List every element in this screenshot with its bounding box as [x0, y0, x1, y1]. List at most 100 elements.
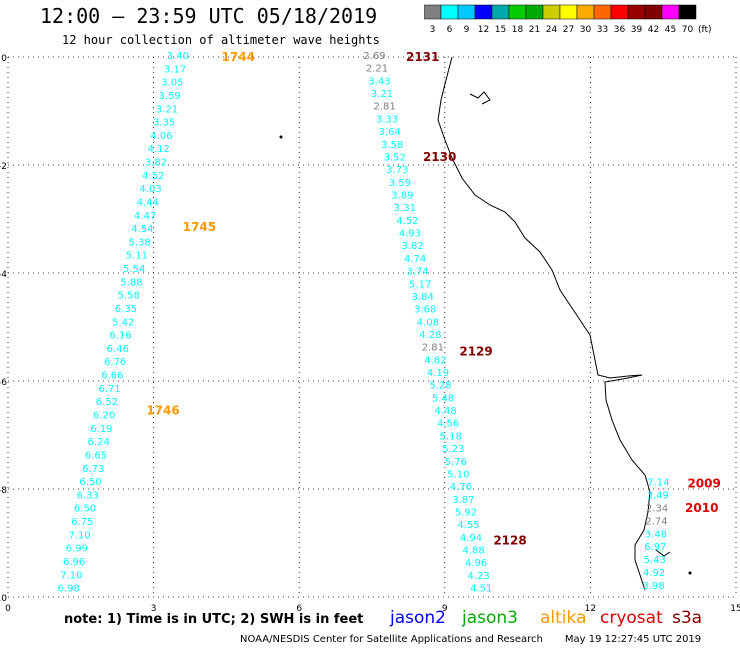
swh-value: 3.52: [384, 152, 406, 163]
page-title: 12:00 – 23:59 UTC 05/18/2019: [40, 4, 378, 28]
swh-value: 5.23: [442, 444, 464, 455]
swh-value: 5.42: [112, 317, 134, 328]
swh-value: 4.88: [462, 546, 484, 557]
swh-value: 3.17: [164, 64, 186, 75]
swh-value: 6.20: [93, 411, 115, 422]
swh-value: 4.03: [139, 184, 161, 195]
swh-value: 6.16: [109, 331, 131, 342]
swh-value: 4.94: [460, 533, 482, 544]
scale-label: 42: [648, 25, 659, 35]
scale-label: 30: [580, 25, 592, 35]
swh-value: 4.82: [424, 355, 446, 366]
swh-value: 6.52: [96, 397, 118, 408]
y-tick-label: -2: [0, 162, 7, 172]
scale-swatch: [457, 4, 476, 20]
swh-value: 5.28: [429, 381, 451, 392]
swh-value: 3.33: [376, 114, 398, 125]
swh-value: 5.88: [120, 277, 142, 288]
swh-value: 4.55: [457, 520, 479, 531]
scale-swatch: [593, 4, 612, 20]
scale-swatch: [678, 4, 697, 20]
swh-value: 6.73: [82, 464, 104, 475]
scale-swatch: [508, 4, 527, 20]
scale-swatch: [474, 4, 493, 20]
credit-line: NOAA/NESDIS Center for Satellite Applica…: [240, 634, 723, 645]
scale-label: 18: [512, 25, 524, 35]
time-label: 1744: [222, 50, 255, 64]
swh-value: 5.18: [440, 431, 462, 442]
swh-value: 5.76: [445, 457, 467, 468]
swh-value: 6.46: [107, 344, 129, 355]
swh-value: 3.98: [642, 581, 664, 592]
swh-value: 3.21: [371, 89, 393, 100]
swh-value: 2.74: [645, 516, 667, 527]
swh-value: 4.19: [427, 368, 449, 379]
time-label: 1745: [183, 220, 216, 234]
scale-label: 39: [631, 25, 643, 35]
time-label: 2131: [406, 50, 439, 64]
scale-label: 24: [546, 25, 558, 35]
swh-value: 6.24: [88, 437, 110, 448]
page-subtitle: 12 hour collection of altimeter wave hei…: [62, 33, 380, 47]
swh-value: 6.96: [63, 557, 85, 568]
swh-value: 4.76: [450, 482, 472, 493]
y-tick-label: -4: [0, 270, 7, 280]
scale-swatch: [559, 4, 578, 20]
y-tick-label: 0: [1, 54, 7, 64]
credit-timestamp: May 19 12:27:45 UTC 2019: [564, 634, 702, 645]
legend-altika: altika: [540, 608, 587, 628]
swh-value: 4.48: [434, 406, 456, 417]
scale-unit: (ft): [698, 25, 712, 35]
swh-value: 2.21: [366, 64, 388, 75]
swh-value: 5.11: [126, 251, 148, 262]
y-tick-label: -6: [0, 378, 7, 388]
swh-value: 6.71: [98, 384, 120, 395]
legend-s3a: s3a: [672, 608, 703, 628]
time-label: 2130: [423, 150, 456, 164]
swh-value: 4.51: [470, 584, 492, 595]
scale-label: 15: [495, 25, 506, 35]
swh-value: 6.76: [104, 357, 126, 368]
scale-label: 3: [430, 25, 436, 35]
swh-value: 5.48: [432, 393, 454, 404]
swh-value: 2.34: [646, 503, 668, 514]
x-tick-label: 0: [5, 604, 11, 614]
scale-swatch: [424, 4, 442, 20]
swh-value: 3.82: [145, 158, 167, 169]
swh-value: 2.69: [363, 51, 385, 62]
time-label: 2128: [493, 533, 526, 547]
scale-label: 21: [529, 25, 540, 35]
swh-value: 5.54: [123, 264, 145, 275]
swh-value: 6.35: [115, 304, 137, 315]
island-dot: [279, 135, 283, 139]
scale-swatch: [491, 4, 510, 20]
swh-value: 3.87: [452, 495, 474, 506]
scale-swatch: [440, 4, 459, 20]
island-outline: [469, 91, 491, 105]
scale-label: 45: [665, 25, 676, 35]
swh-value: 3.68: [414, 305, 436, 316]
footnote: note: 1) Time is in UTC; 2) SWH is in fe…: [64, 612, 364, 627]
swh-value: 3.74: [407, 267, 429, 278]
legend-jason3: jason3: [462, 608, 518, 628]
swh-value: 4.23: [468, 571, 490, 582]
swh-value: 3.89: [391, 190, 413, 201]
scale-label: 9: [464, 25, 470, 35]
swh-value: 4.52: [142, 171, 164, 182]
scale-label: 6: [447, 25, 453, 35]
island-outline: [655, 549, 671, 557]
x-tick-label: 15: [730, 604, 740, 614]
swh-value: 4.44: [137, 197, 159, 208]
swh-value: 4.28: [419, 330, 441, 341]
swh-value: 2.81: [422, 343, 444, 354]
swh-value: 6.33: [77, 490, 99, 501]
coastline: [437, 56, 651, 591]
y-tick-label: -8: [0, 486, 7, 496]
swh-value: 6.97: [644, 542, 666, 553]
swh-value: 6.98: [58, 584, 80, 595]
swh-value: 4.54: [131, 224, 153, 235]
swh-value: 4.47: [134, 211, 156, 222]
swh-value: 3.43: [368, 76, 390, 87]
swh-value: 5.17: [409, 279, 431, 290]
